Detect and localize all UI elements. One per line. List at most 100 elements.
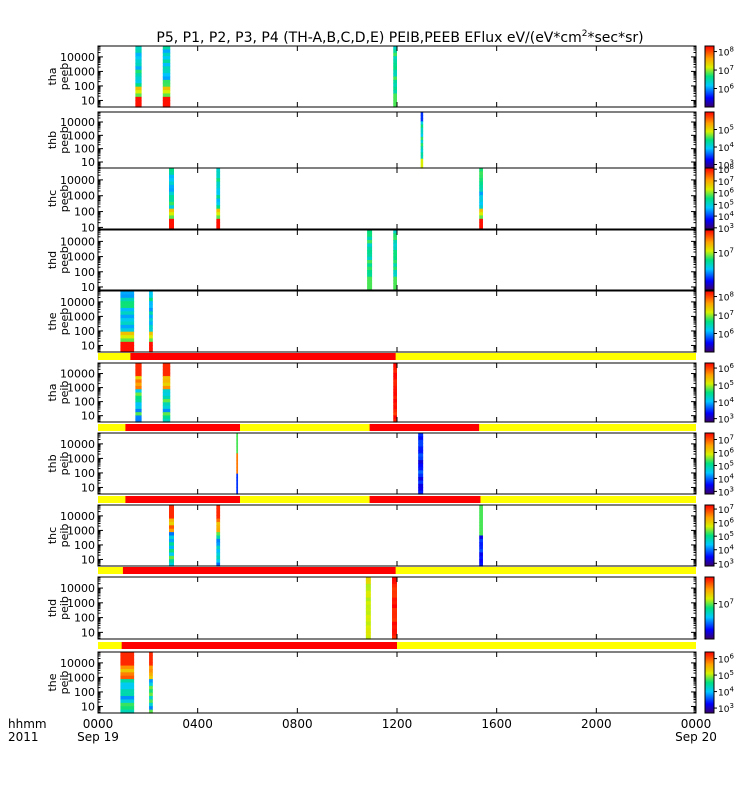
burst-0 <box>169 168 174 230</box>
colorbar-tick-base: 10 <box>718 436 730 446</box>
colorbar-tick-exponent: 6 <box>729 328 734 336</box>
burst-cell <box>367 263 373 268</box>
burst-cell <box>479 198 483 203</box>
y-tick-label: 100 <box>74 396 95 409</box>
colorbar-gradient-rect <box>704 504 715 567</box>
burst-cell <box>169 518 174 523</box>
y-tick-label: 10000 <box>60 510 95 523</box>
burst-cell <box>149 682 153 687</box>
burst-cell <box>149 301 153 306</box>
burst-1 <box>162 46 171 108</box>
colorbar-tick-base: 10 <box>718 533 730 543</box>
panel-label-probe: tha <box>46 383 59 401</box>
burst-cell <box>162 93 171 98</box>
burst-cell <box>216 542 221 547</box>
burst-cell <box>393 273 397 278</box>
burst-cell <box>393 363 397 367</box>
burst-cell <box>149 692 153 697</box>
colorbar-tick-base: 10 <box>718 166 730 176</box>
mode-bar-thd <box>98 567 696 574</box>
burst-cell <box>393 93 397 98</box>
burst-cell <box>479 549 483 554</box>
burst-cell <box>393 382 397 387</box>
colorbar-tick-exponent: 5 <box>729 124 733 132</box>
burst-cell <box>120 665 135 670</box>
burst-cell <box>367 243 373 248</box>
burst-cell <box>216 174 221 179</box>
burst-cell <box>418 460 424 465</box>
burst-cell <box>135 46 142 50</box>
burst-cell <box>365 583 371 588</box>
colorbar-gradient-rect <box>704 362 715 423</box>
burst-cell <box>149 304 153 309</box>
colorbar-tick-exponent: 3 <box>729 159 733 167</box>
colorbar-tick-label: 106 <box>718 653 734 666</box>
burst-2 <box>479 505 483 567</box>
colorbar-tick-base: 10 <box>718 520 730 530</box>
burst-cell <box>367 250 373 254</box>
colorbar-gradient-rect <box>704 651 715 714</box>
burst-cell <box>120 291 135 295</box>
burst-cell <box>420 112 424 116</box>
burst-cell <box>169 205 174 210</box>
burst-cell <box>216 225 221 230</box>
burst-cell <box>169 198 174 203</box>
burst-0 <box>236 433 239 495</box>
colorbar-tick-base: 10 <box>718 382 730 392</box>
burst-cell <box>479 535 483 540</box>
colorbar-tick-exponent: 7 <box>729 598 733 606</box>
burst-cell <box>162 382 171 387</box>
colorbar-tick-base: 10 <box>718 294 730 304</box>
burst-cell <box>162 418 171 423</box>
burst-cell <box>365 601 371 606</box>
burst-0 <box>120 291 135 353</box>
burst-0 <box>135 363 142 423</box>
burst-cell <box>169 532 174 537</box>
y-tick-label: 10000 <box>60 582 95 595</box>
burst-1 <box>162 363 171 423</box>
y-tick-label: 10 <box>81 553 95 566</box>
colorbar-tick-base: 10 <box>718 462 730 472</box>
burst-cell <box>479 188 483 193</box>
panel-label-probe: the <box>46 312 59 330</box>
burst-cell <box>216 218 221 223</box>
x-tick-label: 0400 <box>182 717 213 731</box>
colorbar-tick-label: 107 <box>718 598 734 611</box>
burst-cell <box>169 168 174 172</box>
burst-cell <box>479 174 483 179</box>
burst-cell <box>393 230 397 234</box>
colorbar-tick-label: 103 <box>718 557 734 570</box>
burst-cell <box>149 652 153 656</box>
burst-cell <box>479 542 483 547</box>
burst-cell <box>149 297 153 302</box>
burst-cell <box>393 73 397 78</box>
burst-cell <box>420 152 424 157</box>
colorbar-tick-label: 104 <box>718 686 734 699</box>
panel-label-probe: thc <box>46 190 59 207</box>
mode-bar-segment <box>479 424 696 431</box>
burst-cell <box>365 635 371 640</box>
burst-cell <box>393 385 397 390</box>
burst-cell <box>135 59 142 64</box>
burst-cell <box>367 240 373 244</box>
panel-label-probe: tha <box>46 67 59 85</box>
y-tick-label: 100 <box>74 80 95 93</box>
burst-cell <box>479 215 483 220</box>
burst-cell <box>216 505 221 509</box>
colorbar-tick-label: 106 <box>718 83 734 96</box>
colorbar-tick-base: 10 <box>718 365 730 375</box>
y-tick-label: 100 <box>74 467 95 480</box>
burst-cell <box>393 266 397 271</box>
burst-cell <box>135 100 142 105</box>
burst-cell <box>479 518 483 523</box>
burst-cell <box>162 415 171 420</box>
colorbar-tick-label: 106 <box>718 187 734 200</box>
colorbar-tick-exponent: 4 <box>729 141 734 149</box>
colorbar-tick-exponent: 7 <box>729 175 733 183</box>
burst-cell <box>392 577 397 582</box>
burst-cell <box>392 614 397 619</box>
burst-cell <box>162 103 171 108</box>
colorbar: 107 <box>704 229 734 291</box>
burst-cell <box>149 294 153 299</box>
burst-cell <box>392 632 397 637</box>
